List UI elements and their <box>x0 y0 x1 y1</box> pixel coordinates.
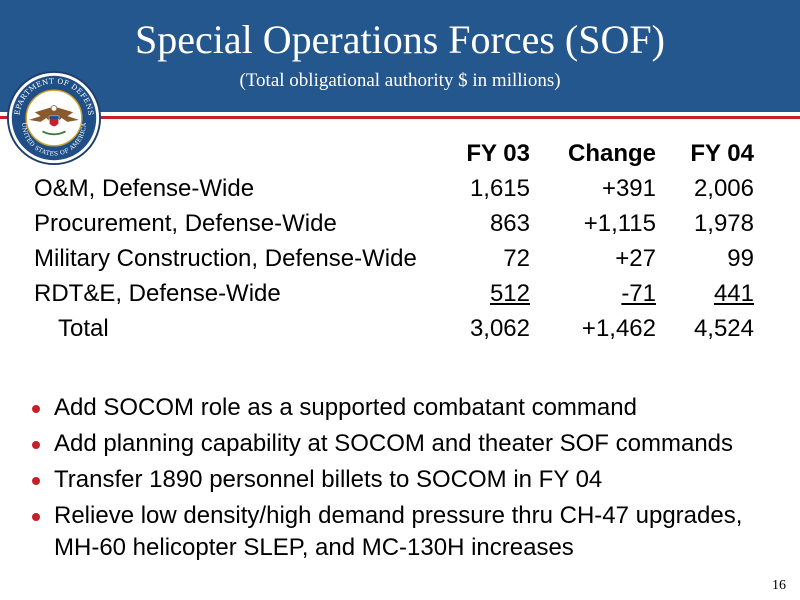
bullet-dot-icon <box>32 441 40 449</box>
row-label: RDT&E, Defense-Wide <box>34 280 281 307</box>
row-label: O&M, Defense-Wide <box>34 175 255 202</box>
bullet-dot-icon <box>32 477 40 485</box>
page-number: 16 <box>772 578 786 593</box>
bullet-text: Transfer 1890 personnel billets to SOCOM… <box>54 466 603 493</box>
cell-fy03: 1,615 <box>469 175 530 202</box>
total-label: Total <box>58 315 109 342</box>
cell-fy03: 512 <box>489 280 530 307</box>
bullet-text: Add SOCOM role as a supported combatant … <box>54 394 637 421</box>
budget-table: FY 03 Change FY 04 O&M, Defense-Wide 1,6… <box>34 140 774 350</box>
total-change: +1,462 <box>581 315 656 342</box>
bullet-text: Add planning capability at SOCOM and the… <box>54 430 734 457</box>
column-header-change: Change <box>567 140 656 167</box>
header-banner <box>0 0 800 112</box>
cell-change: +1,115 <box>583 210 656 237</box>
table-header-row: FY 03 Change FY 04 <box>34 140 774 175</box>
list-item: Relieve low density/high demand pressure… <box>30 500 770 564</box>
cell-change: -71 <box>621 280 656 307</box>
column-header-fy04: FY 04 <box>690 140 754 167</box>
cell-fy03: 863 <box>489 210 530 237</box>
table-row: RDT&E, Defense-Wide 512 -71 441 <box>34 280 774 315</box>
row-label: Procurement, Defense-Wide <box>34 210 337 237</box>
bullet-dot-icon <box>32 405 40 413</box>
cell-change: +27 <box>615 245 656 272</box>
cell-fy04: 1,978 <box>693 210 754 237</box>
list-item: Add SOCOM role as a supported combatant … <box>30 392 770 424</box>
bullet-list: Add SOCOM role as a supported combatant … <box>30 392 770 568</box>
cell-change: +391 <box>601 175 656 202</box>
list-item: Add planning capability at SOCOM and the… <box>30 428 770 460</box>
column-header-fy03: FY 03 <box>466 140 530 167</box>
cell-fy04: 99 <box>727 245 754 272</box>
table-total-row: Total 3,062 +1,462 4,524 <box>34 315 774 350</box>
slide-subtitle: (Total obligational authority $ in milli… <box>239 70 561 91</box>
row-label: Military Construction, Defense-Wide <box>34 245 417 272</box>
table-row: Procurement, Defense-Wide 863 +1,115 1,9… <box>34 210 774 245</box>
department-of-defense-seal-icon: DEPARTMENT OF DEFENSE UNITED STATES OF A… <box>6 70 102 166</box>
slide-title: Special Operations Forces (SOF) <box>135 17 665 62</box>
cell-fy04: 2,006 <box>693 175 754 202</box>
total-fy03: 3,062 <box>469 315 530 342</box>
header-accent-line <box>0 116 800 119</box>
bullet-text: Relieve low density/high demand pressure… <box>54 502 743 561</box>
table-row: Military Construction, Defense-Wide 72 +… <box>34 245 774 280</box>
list-item: Transfer 1890 personnel billets to SOCOM… <box>30 464 770 496</box>
table-row: O&M, Defense-Wide 1,615 +391 2,006 <box>34 175 774 210</box>
bullet-dot-icon <box>32 513 40 521</box>
cell-fy04: 441 <box>713 280 754 307</box>
cell-fy03: 72 <box>503 245 530 272</box>
total-fy04: 4,524 <box>693 315 754 342</box>
